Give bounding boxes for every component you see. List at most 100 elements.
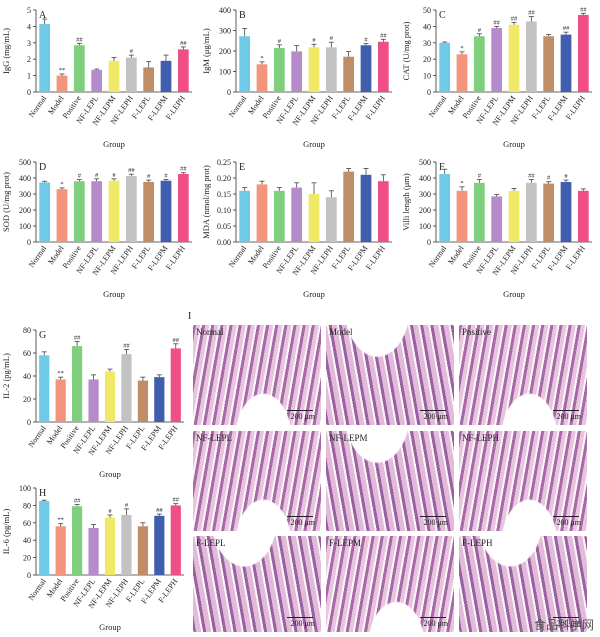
x-axis-label: Group [503,139,525,149]
significance-label: ## [528,10,535,17]
bar [170,348,181,422]
bar [491,28,503,92]
bar [177,174,189,242]
significance-label: ## [128,167,135,174]
y-tick-label: 40 [23,536,31,545]
significance-label: # [330,35,334,42]
bar [456,190,468,242]
histology-image-nf-lepl: NF-LEPL 200 μm [193,431,321,531]
bar [325,47,337,92]
bar [125,176,137,242]
bar [360,45,372,92]
histology-image-f-lepm: F-LEPM 200 μm [326,536,454,632]
bar [239,190,251,242]
significance-label: ## [74,498,81,505]
histology-image-nf-lepm: NF-LEPM 200 μm [326,431,454,531]
bar [508,190,520,242]
chart-panel-b: B 0 100 200 300 400 IgM (μg/mL) Normal * Model # Po… [200,0,398,150]
significance-label: # [78,173,82,180]
significance-label: ## [74,335,81,342]
y-tick-label: 40 [23,372,31,381]
x-tick-label: Normal [27,93,49,119]
y-axis-label: MDA (nmol/mg prot) [201,165,211,239]
x-tick-label: Normal [26,576,48,602]
histology-image-f-lepl: F-LEPL 200 μm [193,536,321,632]
histology-label: F-LEPL [196,538,226,548]
bar [273,47,285,92]
y-tick-label: 300 [419,190,431,199]
significance-label: ## [511,15,518,22]
scale-bar-label: 200 μm [290,518,315,527]
y-tick-label: 30 [423,39,431,48]
significance-label: # [130,48,134,55]
bar [121,514,132,575]
bar [73,181,85,242]
bar [72,346,83,422]
bar [55,526,66,575]
bar [343,56,355,92]
bar [291,51,303,92]
y-tick-label: 0.20 [217,174,231,183]
scale-bar-label: 200 μm [290,619,315,628]
bar [256,184,268,242]
significance-label: * [460,180,463,187]
significance-label: ## [173,337,180,344]
bar [439,42,451,92]
significance-label: # [278,38,282,45]
chart-panel-a: A 0 1 2 3 4 5 IgG (mg/mL) Normal ** Model ## Positiv… [0,0,198,150]
bar [125,57,137,92]
significance-label: ** [59,67,66,74]
significance-label: ## [528,173,535,180]
y-tick-label: 200 [419,206,431,215]
y-tick-label: 100 [19,484,31,493]
significance-label: # [478,27,482,34]
y-tick-label: 40 [423,22,431,31]
bar [39,355,50,422]
bar [256,64,268,92]
y-tick-label: 10 [423,72,431,81]
significance-label: # [95,172,99,179]
x-tick-label: Normal [427,243,449,269]
bar [137,380,148,422]
panel-letter: E [239,162,245,173]
scale-bar-label: 200 μm [423,518,448,527]
y-tick-label: 0.00 [217,238,231,247]
significance-label: ## [180,166,187,173]
y-tick-label: 500 [19,158,31,167]
histology-label: Model [329,327,353,337]
y-tick-label: 20 [23,395,31,404]
y-tick-label: 20 [23,554,31,563]
chart-panel-f: F 0 100 200 300 400 500 Villi length (μm) Normal… [400,152,598,300]
panel-letter: B [239,10,246,21]
significance-label: ## [380,32,387,39]
x-axis-label: Group [99,469,121,479]
y-tick-label: 200 [19,206,31,215]
y-tick-label: 60 [23,349,31,358]
bar [543,36,555,92]
significance-label: # [147,173,151,180]
panel-letter: D [39,162,46,173]
y-tick-label: 0.15 [217,190,231,199]
bar [88,379,99,422]
bar [577,14,589,93]
x-tick-label: Normal [27,243,49,269]
bar [104,371,116,422]
y-tick-label: 0.25 [217,158,231,167]
bar [91,181,103,242]
scale-bar-label: 200 μm [290,412,315,421]
y-tick-label: 100 [419,222,431,231]
y-tick-label: 100 [219,68,231,77]
bar [525,21,537,93]
histology-label: Positive [462,327,492,337]
significance-label: * [460,45,463,52]
bar [439,174,451,242]
histology-label: F-LEPM [329,538,362,548]
bar [308,194,320,242]
y-tick-label: 4 [27,22,31,31]
scale-bar-label: 200 μm [556,518,581,527]
bar [88,528,99,575]
bar [491,196,503,242]
y-tick-label: 300 [19,190,31,199]
